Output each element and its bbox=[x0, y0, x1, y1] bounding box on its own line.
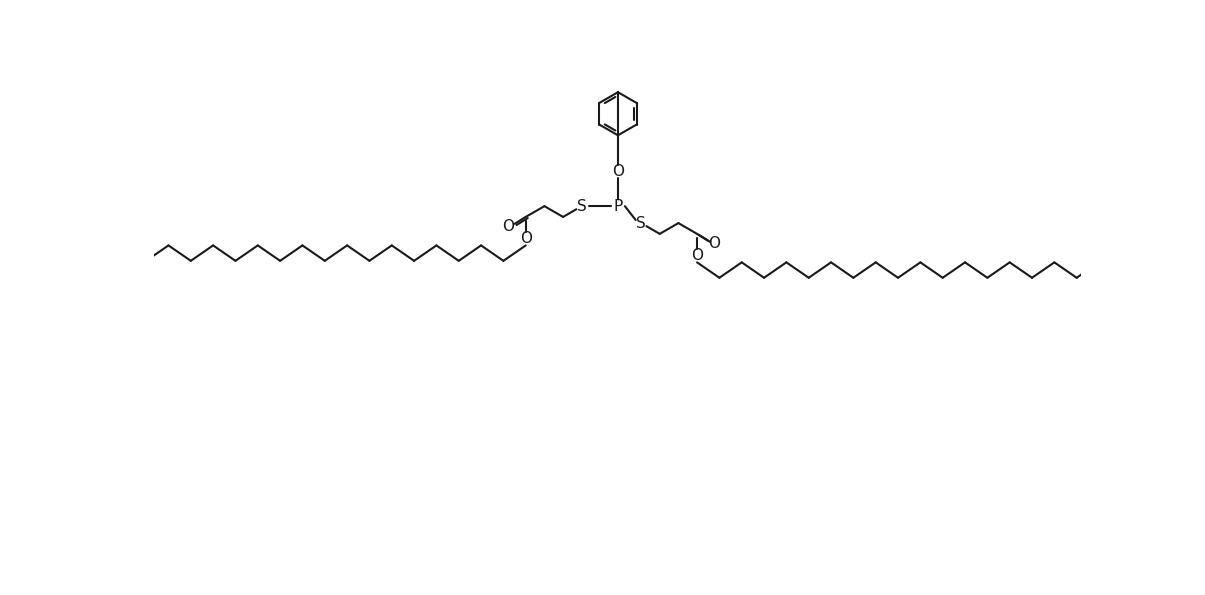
Text: P: P bbox=[613, 199, 623, 214]
Text: S: S bbox=[577, 199, 587, 214]
Text: O: O bbox=[709, 236, 721, 251]
Text: S: S bbox=[636, 215, 646, 231]
Text: O: O bbox=[612, 164, 624, 179]
Text: O: O bbox=[502, 220, 515, 234]
Text: O: O bbox=[690, 248, 703, 263]
Text: O: O bbox=[519, 231, 531, 246]
